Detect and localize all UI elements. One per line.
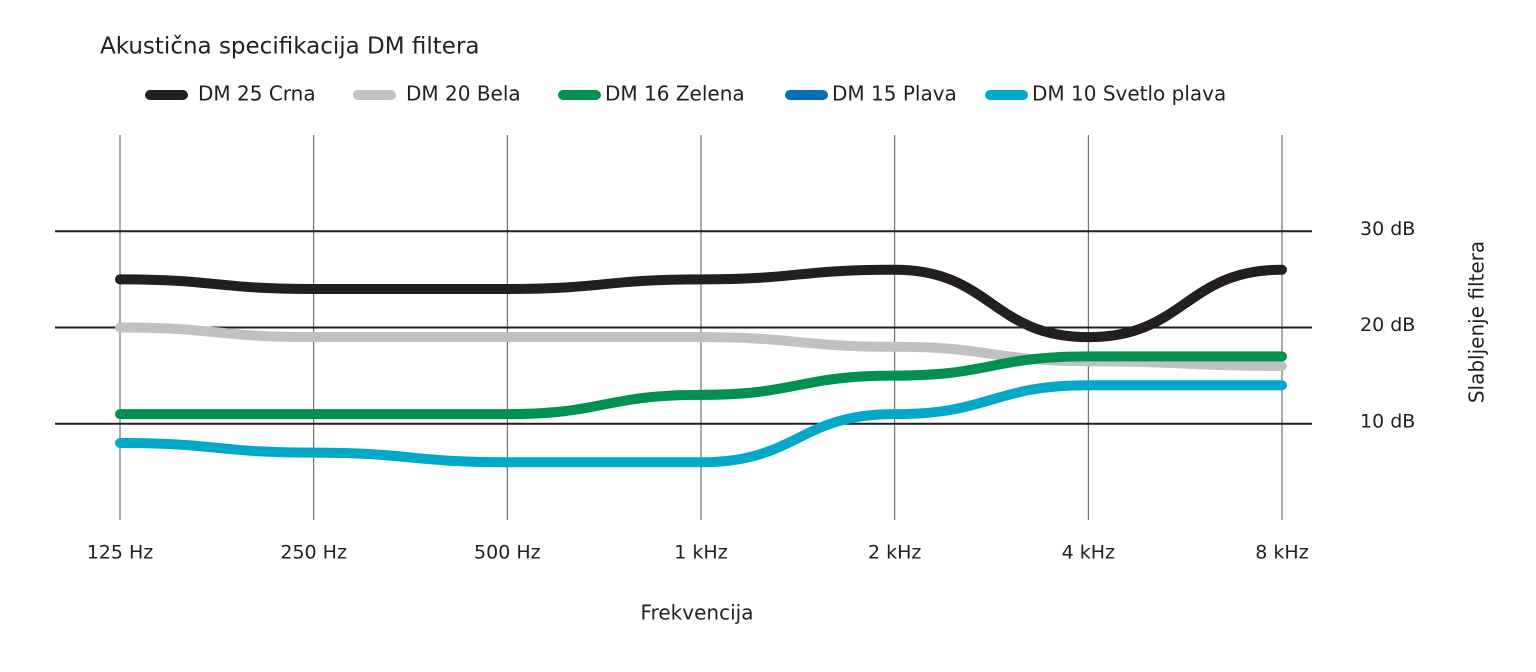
legend-label: DM 20 Bela	[406, 82, 521, 106]
x-tick-label: 2 kHz	[868, 542, 921, 564]
x-tick-label: 4 kHz	[1062, 542, 1115, 564]
legend-label: DM 15 Plava	[832, 82, 957, 106]
legend-label: DM 25 Crna	[198, 82, 316, 106]
legend-label: DM 16 Zelena	[605, 82, 745, 106]
series-line	[115, 351, 1287, 420]
y-axis-label: Slabljenje filtera	[1465, 241, 1489, 403]
x-tick-label: 125 Hz	[87, 542, 154, 564]
chart-title: Akustična specifikacija DM filtera	[100, 34, 480, 60]
x-tick-label: 250 Hz	[280, 542, 347, 564]
y-tick-label: 30 dB	[1360, 218, 1415, 240]
y-tick-label: 10 dB	[1360, 410, 1415, 432]
x-axis-label: Frekvencija	[641, 601, 754, 625]
x-tick-label: 8 kHz	[1255, 542, 1308, 564]
series-line	[115, 380, 1287, 468]
x-tick-label: 500 Hz	[474, 542, 541, 564]
y-tick-label: 20 dB	[1360, 314, 1415, 336]
series-line	[115, 264, 1287, 343]
x-tick-label: 1 kHz	[674, 542, 727, 564]
legend-label: DM 10 Svetlo plava	[1032, 82, 1226, 106]
